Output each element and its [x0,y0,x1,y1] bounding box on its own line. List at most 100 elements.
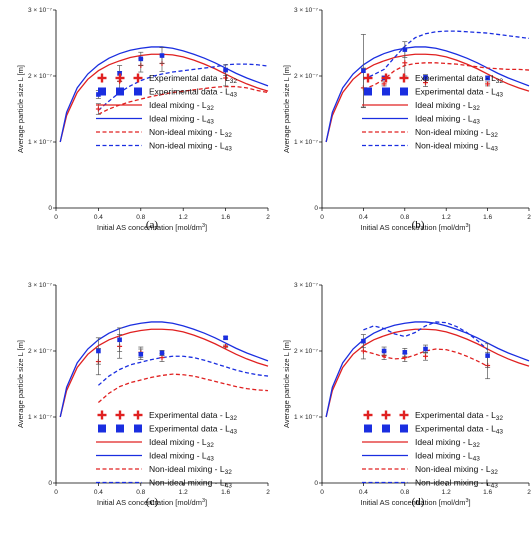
y-tick-label: 2 × 10⁻⁷ [294,348,319,355]
x-tick-label: 1.2 [442,489,451,496]
y-tick-label: 3 × 10⁻⁷ [28,7,53,14]
y-axis-label: Average particle size L [m] [16,65,25,153]
data-point [485,75,490,81]
data-point [423,75,428,80]
legend-marker [98,424,106,433]
y-tick-label: 0 [314,205,318,212]
x-tick-label: 0.4 [94,489,103,496]
legend-marker [364,424,372,433]
y-tick-label: 0 [314,480,318,487]
y-tick-label: 1 × 10⁻⁷ [28,414,53,421]
series-line-0 [325,328,530,418]
y-tick-label: 3 × 10⁻⁷ [294,282,319,289]
x-tick-label: 1.2 [442,214,451,221]
x-tick-label: 2 [527,489,531,496]
legend-marker [400,87,408,96]
y-tick-label: 3 × 10⁻⁷ [294,7,319,14]
data-point [96,348,101,354]
data-point [402,47,408,52]
x-tick-label: 0 [320,489,324,496]
x-axis-label: Initial AS concentration [mol/dm3] [360,223,470,232]
x-tick-label: 0.8 [400,489,409,496]
legend-marker [382,87,390,96]
data-point [223,335,228,341]
legend-label: Ideal mixing - L32 [415,437,480,449]
y-tick-label: 2 × 10⁻⁷ [28,348,53,355]
x-axis-label: Initial AS concentration [mol/dm3] [97,498,207,507]
data-point [117,71,122,76]
series-line-1 [59,321,269,418]
x-tick-label: 1.6 [221,214,230,221]
data-point [485,353,490,358]
chart-panel-1: 0 0.4 0.8 1.2 1.6 2 0 1 × 10⁻⁷ 2 × 10⁻⁷ 3 × 10⁻⁷ I… [282,7,531,232]
panel-label: (b) [412,219,425,231]
data-point [381,348,387,354]
y-tick-label: 1 × 10⁻⁷ [294,414,319,421]
legend-marker [134,87,142,96]
x-tick-label: 1.2 [179,489,188,496]
legend-label: Ideal mixing - L32 [149,437,214,449]
x-tick-label: 0 [54,489,58,496]
legend-label: Experimental data - L32 [415,73,503,85]
legend-label: Experimental data - L43 [415,87,503,99]
series-line-0 [59,328,269,418]
series-line-1 [59,46,269,143]
legend-marker [400,424,408,433]
legend-marker [134,424,142,433]
data-point [117,337,122,343]
y-tick-label: 2 × 10⁻⁷ [294,73,319,80]
x-axis-label: Initial AS concentration [mol/dm3] [360,498,470,507]
x-tick-label: 0 [54,214,58,221]
legend-label: Non-ideal mixing - L32 [415,464,498,476]
data-point [138,352,144,357]
data-point [223,67,228,73]
series-line-3 [97,63,269,111]
legend-label: Ideal mixing - L43 [149,451,214,463]
y-tick-label: 0 [48,205,52,212]
legend-label: Experimental data - L43 [415,424,503,436]
legend-marker [98,87,106,96]
legend-label: Ideal mixing - L43 [149,114,214,126]
legend-label: Non-ideal mixing - L43 [149,141,232,153]
legend-label: Ideal mixing - L32 [149,100,214,112]
legend-marker [116,424,124,433]
legend-label: Non-ideal mixing - L43 [415,141,498,153]
data-point [402,350,408,355]
x-tick-label: 0.4 [359,214,368,221]
x-tick-label: 2 [527,214,531,221]
x-tick-label: 0.8 [400,214,409,221]
x-tick-label: 0.8 [136,489,145,496]
x-tick-label: 0 [320,214,324,221]
y-tick-label: 1 × 10⁻⁷ [294,139,319,146]
x-tick-label: 0.4 [359,489,368,496]
legend-label: Experimental data - L32 [149,410,237,422]
legend-marker [116,87,124,96]
y-axis-label: Average particle size L [m] [282,340,291,428]
series-line-1 [325,46,530,143]
legend-label: Non-ideal mixing - L43 [415,478,498,490]
chart-panel-2: 0 0.4 0.8 1.2 1.6 2 0 1 × 10⁻⁷ 2 × 10⁻⁷ 3 × 10⁻⁷ I… [16,282,270,508]
y-tick-label: 3 × 10⁻⁷ [28,282,53,289]
chart-panel-0: 0 0.4 0.8 1.2 1.6 2 0 1 × 10⁻⁷ 2 × 10⁻⁷ 3 × 10⁻⁷ I… [16,7,270,232]
x-tick-label: 0.4 [94,214,103,221]
data-point [159,53,165,58]
legend-label: Non-ideal mixing - L32 [149,127,232,139]
series-line-2 [98,85,269,115]
series-line-3 [363,30,530,80]
chart-panel-3: 0 0.4 0.8 1.2 1.6 2 0 1 × 10⁻⁷ 2 × 10⁻⁷ 3 × 10⁻⁷ I… [282,282,531,508]
y-tick-label: 0 [48,480,52,487]
y-axis-label: Average particle size L [m] [16,340,25,428]
data-point [423,346,428,352]
series-line-2 [97,373,269,403]
legend-label: Non-ideal mixing - L43 [149,478,232,490]
series-line-0 [325,53,530,143]
series-line-1 [325,321,530,418]
legend-label: Experimental data - L32 [149,73,237,85]
legend-marker [382,424,390,433]
x-tick-label: 1.6 [221,489,230,496]
x-axis-label: Initial AS concentration [mol/dm3] [97,223,207,232]
legend-label: Experimental data - L32 [415,410,503,422]
y-axis-label: Average particle size L [m] [282,65,291,153]
y-tick-label: 1 × 10⁻⁷ [28,139,53,146]
